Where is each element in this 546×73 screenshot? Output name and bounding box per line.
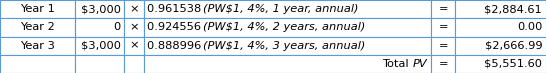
Text: 0.00: 0.00 (517, 22, 542, 32)
Text: $3,000: $3,000 (81, 41, 121, 51)
Bar (75, 18, 124, 36)
Text: Year 2: Year 2 (20, 22, 55, 32)
Text: Year 3: Year 3 (20, 41, 55, 51)
Bar (124, 55, 144, 73)
Text: 0.961538: 0.961538 (147, 4, 203, 14)
Bar (431, 55, 455, 73)
Bar (0, 0, 75, 18)
Bar (0, 55, 75, 73)
Text: $3,000: $3,000 (81, 4, 121, 14)
Text: (PW$1, 4%, 1 year, annual): (PW$1, 4%, 1 year, annual) (203, 4, 359, 14)
Bar (455, 36, 546, 55)
Bar (75, 36, 124, 55)
Bar (144, 36, 431, 55)
Text: 0.888996: 0.888996 (147, 41, 203, 51)
Text: $5,551.60: $5,551.60 (484, 59, 542, 69)
Bar (455, 55, 546, 73)
Bar (455, 18, 546, 36)
Bar (124, 0, 144, 18)
Text: =: = (438, 4, 448, 14)
Text: =: = (438, 22, 448, 32)
Bar (455, 0, 546, 18)
Text: ×: × (129, 22, 139, 32)
Text: 0: 0 (114, 22, 121, 32)
Text: Total: Total (382, 59, 412, 69)
Bar (431, 0, 455, 18)
Bar (75, 55, 124, 73)
Text: $2,884.61: $2,884.61 (484, 4, 542, 14)
Text: ×: × (129, 4, 139, 14)
Bar (124, 36, 144, 55)
Bar (124, 18, 144, 36)
Text: $2,666.99: $2,666.99 (484, 41, 542, 51)
Bar (0, 36, 75, 55)
Text: 0.924556: 0.924556 (147, 22, 203, 32)
Text: =: = (438, 41, 448, 51)
Text: (PW$1, 4%, 3 years, annual): (PW$1, 4%, 3 years, annual) (203, 41, 366, 51)
Bar (144, 0, 431, 18)
Text: Year 1: Year 1 (20, 4, 55, 14)
Bar (144, 18, 431, 36)
Bar (75, 0, 124, 18)
Text: (PW$1, 4%, 2 years, annual): (PW$1, 4%, 2 years, annual) (203, 22, 365, 32)
Bar (431, 36, 455, 55)
Bar (431, 18, 455, 36)
Text: ×: × (129, 41, 139, 51)
Bar (144, 55, 431, 73)
Bar (0, 18, 75, 36)
Text: =: = (438, 59, 448, 69)
Text: PV: PV (412, 59, 427, 69)
